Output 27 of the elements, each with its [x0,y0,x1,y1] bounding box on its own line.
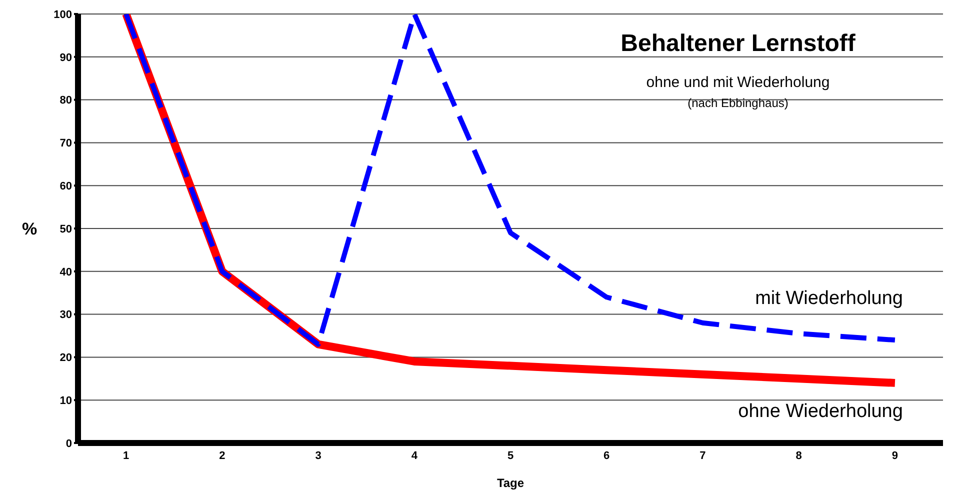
x-tick-label: 8 [796,450,802,462]
y-axis-title: % [22,220,38,239]
x-tick-label: 9 [892,450,898,462]
y-tick-label: 60 [60,180,72,193]
annotation: (nach Ebbinghaus) [686,96,790,110]
y-tick-label: 80 [60,94,72,107]
y-tick-label: 0 [66,438,72,450]
x-axis-title: Tage [496,476,524,490]
y-tick-label: 70 [60,138,72,150]
text: ohne und mit Wiederholung [645,74,831,91]
x-tick-label: 5 [507,450,514,462]
text: Behaltener Lernstoff [620,30,856,58]
y-tick-label: 100 [54,8,72,21]
series-label: ohne Wiederholung [738,400,903,423]
y-tick-label: 90 [60,52,72,64]
x-tick-label: 7 [700,450,706,462]
y-tick-label: 40 [60,266,72,278]
x-tick-label: 3 [315,450,322,462]
y-tick-label: 20 [60,352,72,364]
x-tick-label: 4 [411,450,418,462]
y-tick-label: 50 [60,223,72,236]
y-tick-label: 10 [60,395,72,408]
x-tick-label: 6 [604,450,610,462]
series-label: mit Wiederholung [755,288,903,310]
x-tick-label: 2 [219,450,226,462]
x-tick-label: 1 [122,450,130,462]
y-tick-label: 30 [60,309,72,322]
